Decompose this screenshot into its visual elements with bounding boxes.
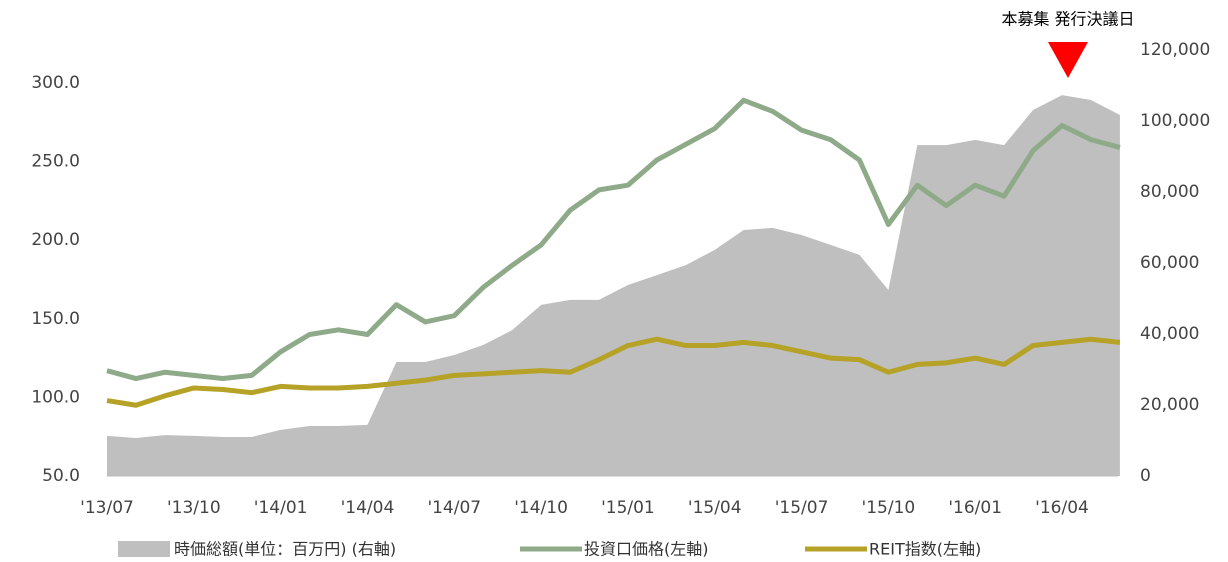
x-tick-label: '13/07 xyxy=(80,498,134,518)
x-tick-label: '14/01 xyxy=(254,498,308,518)
legend-label: 投資口価格(左軸) xyxy=(584,540,709,559)
x-tick-label: '15/04 xyxy=(688,498,742,518)
y-tick-label: 200.0 xyxy=(31,230,80,250)
area xyxy=(107,95,1120,477)
line xyxy=(106,97,1121,382)
y2-tick-label: 40,000 xyxy=(1140,324,1199,344)
y-tick-label: 100.0 xyxy=(31,387,80,407)
x-tick-label: '14/07 xyxy=(427,498,481,518)
legend-swatch xyxy=(118,541,170,557)
y-tick-label: 300.0 xyxy=(31,73,80,93)
x-tick-label: '15/07 xyxy=(775,498,829,518)
y2-tick-label: 60,000 xyxy=(1140,253,1199,273)
annotation: 本募集 発行決議日 xyxy=(1001,10,1134,29)
y2-tick-label: 120,000 xyxy=(1140,40,1210,60)
x-tick-label: '16/01 xyxy=(948,498,1002,518)
x-tick-label: '14/04 xyxy=(341,498,395,518)
x-tick-label: '13/10 xyxy=(167,498,221,518)
y2-tick-label: 100,000 xyxy=(1140,111,1210,131)
y2-tick-label: 20,000 xyxy=(1140,395,1199,415)
y2-tick-label: 0 xyxy=(1140,466,1151,486)
legend-label: 時価総額(単位：百万円) (右軸) xyxy=(174,540,396,559)
line xyxy=(106,336,1121,408)
annotation-marker xyxy=(1048,42,1088,78)
y-tick-label: 150.0 xyxy=(31,309,80,329)
y-tick-label: 250.0 xyxy=(31,152,80,172)
x-tick-label: '15/01 xyxy=(601,498,655,518)
legend-label: REIT指数(左軸) xyxy=(869,540,981,559)
y2-tick-label: 80,000 xyxy=(1140,182,1199,202)
x-tick-label: '15/10 xyxy=(862,498,916,518)
x-tick-label: '16/04 xyxy=(1035,498,1089,518)
x-tick-label: '14/10 xyxy=(514,498,568,518)
y-tick-label: 50.0 xyxy=(42,466,80,486)
